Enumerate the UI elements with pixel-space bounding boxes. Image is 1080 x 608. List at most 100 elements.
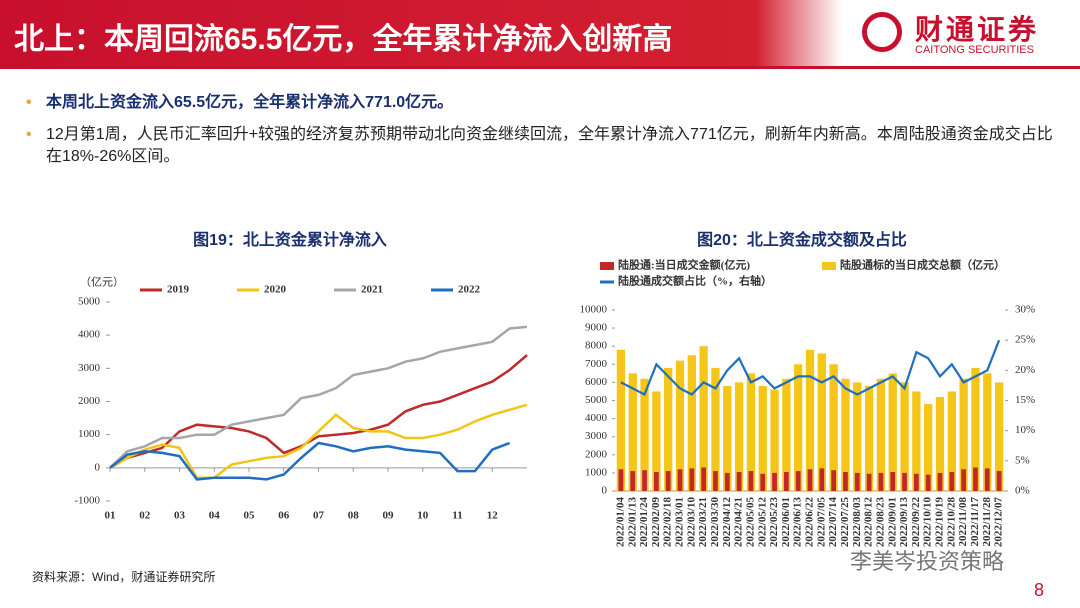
series-line [109,403,528,480]
x-tick-label: 2022/06/01 [780,497,792,547]
bar [782,378,791,491]
bar [628,373,637,491]
bar [876,378,886,491]
y-tick-label: 0 [95,461,101,473]
bar [959,378,968,491]
y-tick-label: 8000 [585,340,608,352]
x-tick-label: 2022/03/30 [709,497,721,548]
bar [996,471,1002,491]
x-tick-label: 10 [417,510,429,522]
bar [616,349,626,491]
x-tick-label: 2022/02/09 [650,497,662,548]
x-tick-label: 03 [174,510,186,522]
bar [664,367,673,491]
bar [618,469,624,491]
bar [831,470,836,491]
y2-tick-label: 0% [1015,485,1030,497]
bar [925,474,931,491]
bar [914,473,919,491]
x-tick-label: 2022/05/12 [756,497,768,548]
x-tick-label: 2022/08/12 [863,497,875,548]
x-tick-label: 08 [348,510,360,522]
bar [701,467,706,491]
x-tick-label: 2022/03/10 [685,497,697,548]
page-number: 8 [1034,580,1045,600]
bar [677,469,683,491]
x-tick-label: 2022/11/08 [957,497,969,547]
legend-label: 2022 [458,284,481,296]
x-tick-label: 2022/10/10 [922,497,934,548]
bar [723,386,732,491]
y-tick-label: 9000 [585,322,608,334]
y-axis-label: （亿元） [80,276,124,289]
y2-tick-label: 5% [1015,454,1030,466]
y-tick-label: 3000 [78,362,101,374]
bar [854,472,860,491]
bar [983,373,992,491]
bar [971,367,980,491]
series-line [109,354,528,469]
series-line [620,339,1001,397]
bar [794,364,803,491]
x-tick-label: 2022/02/18 [662,497,674,548]
legend-label: 陆股通成交额占比（%，右轴） [618,274,772,288]
y2-tick-label: 25% [1015,334,1035,346]
source: 资料来源：Wind，财通证券研究所 [32,570,216,584]
bar [935,396,945,491]
x-tick-label: 2022/11/17 [969,497,981,547]
y2-tick-label: 10% [1015,424,1035,436]
bar [699,346,708,491]
logo-icon [862,12,902,52]
y2-tick-label: 30% [1015,304,1035,316]
bar [947,391,956,491]
divider [0,66,1080,69]
legend-swatch [822,262,836,270]
y-tick-label: 0 [602,485,608,497]
bar [829,364,838,491]
x-tick-label: 2022/01/13 [626,497,638,548]
bar [748,471,754,491]
y2-tick-label: 20% [1015,364,1035,376]
bar [736,471,742,491]
x-tick-label: 2022/08/23 [874,497,886,548]
x-tick-label: 2022/09/13 [898,497,910,548]
bar [654,471,659,491]
bar [724,472,730,491]
bar [734,382,744,491]
bar [866,473,872,491]
y-tick-label: -1000 [74,495,100,507]
bar [687,355,696,491]
y-tick-label: 10000 [580,304,608,316]
bar [912,391,921,491]
bar [805,349,815,491]
watermark: 李美岑投资策略 [850,549,1005,574]
x-tick-label: 01 [105,510,116,522]
bar [689,468,695,491]
y-tick-label: 5000 [78,296,101,308]
bar [878,472,884,491]
bar [949,471,955,491]
x-tick-label: 2022/04/21 [733,497,745,547]
chart-title: 图19：北上资金累计净流入 [193,230,387,249]
bar [760,473,766,491]
x-tick-label: 05 [244,510,256,522]
y-tick-label: 2000 [78,395,101,407]
bar [758,386,767,491]
bar [888,373,897,491]
x-tick-label: 04 [209,510,221,522]
bar [984,468,990,491]
x-tick-label: 09 [383,510,395,522]
series-line [109,325,528,469]
bar [841,378,850,491]
bar [652,391,661,491]
chart-title: 图20：北上资金成交额及占比 [697,230,907,249]
bar [924,404,933,491]
y-tick-label: 3000 [585,430,608,442]
bar [772,472,777,491]
x-tick-label: 2022/12/07 [993,497,1005,548]
bar [890,471,896,491]
y-tick-label: 7000 [585,358,608,370]
x-tick-label: 2022/07/05 [815,497,827,548]
